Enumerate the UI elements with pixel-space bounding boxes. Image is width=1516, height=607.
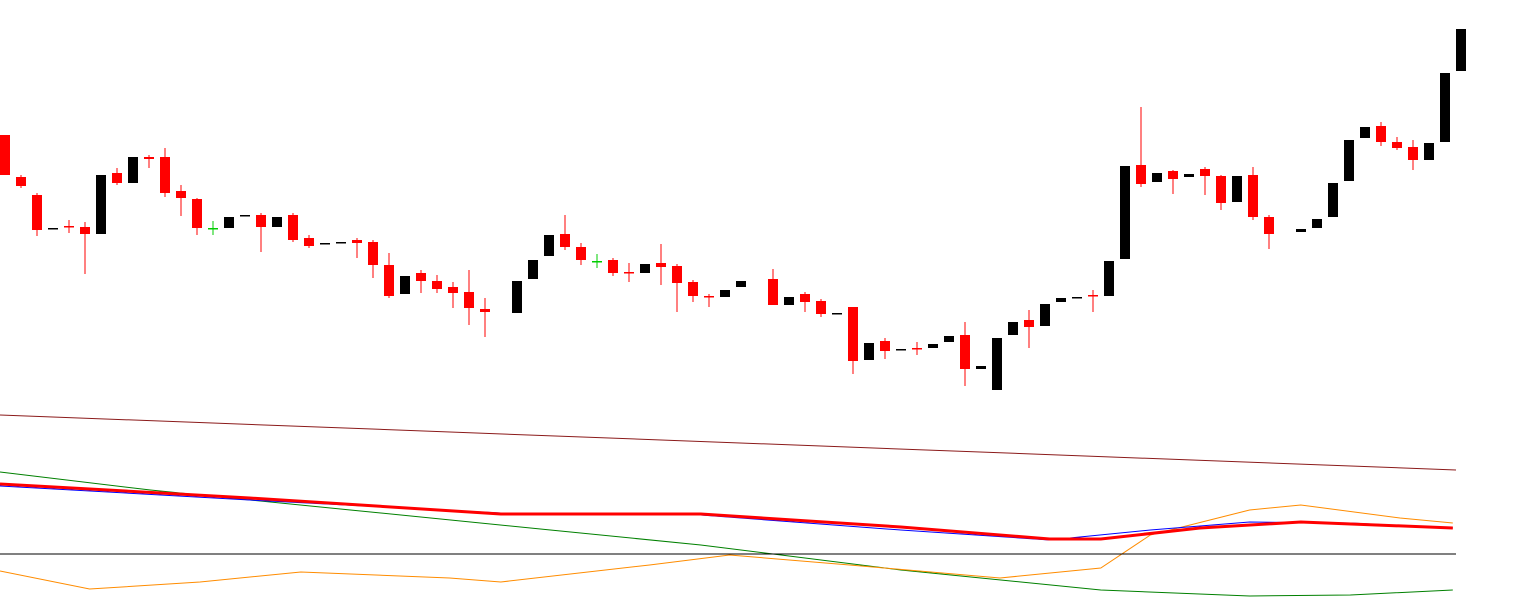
candle-body [976, 366, 986, 369]
candle-body [1392, 142, 1402, 148]
indicator-line [0, 482, 1453, 541]
candle-body [1088, 295, 1098, 297]
candle-body [1216, 176, 1226, 203]
candle-body [1072, 297, 1082, 299]
candle-body [624, 272, 634, 274]
candle-body [1424, 143, 1434, 160]
candle-body [592, 261, 602, 263]
indicator-line [0, 504, 1453, 590]
candle-body [512, 281, 522, 313]
candle-body [192, 199, 202, 228]
candle-body [960, 335, 970, 369]
candle-body [80, 227, 90, 234]
candle-body [656, 263, 666, 267]
candle-body [160, 157, 170, 193]
candle-body [1248, 175, 1258, 217]
candle-body [384, 265, 394, 296]
candle-body [288, 215, 298, 240]
candle-body [768, 279, 778, 305]
candle-body [944, 336, 954, 342]
candle-body [320, 243, 330, 245]
candle-body [432, 281, 442, 289]
candle-body [48, 228, 58, 230]
candle-body [1152, 173, 1162, 182]
candle-body [896, 349, 906, 351]
candle-body [0, 135, 10, 175]
candle-body [448, 287, 458, 293]
candle-body [544, 235, 554, 256]
candle-body [128, 157, 138, 183]
candle-body [112, 173, 122, 183]
candle-body [224, 217, 234, 228]
candle-body [560, 234, 570, 247]
candle-body [1120, 166, 1130, 259]
candle-body [1056, 298, 1066, 302]
candle-body [1040, 304, 1050, 326]
candle-body [96, 175, 106, 234]
candle-body [1104, 261, 1114, 296]
candle-body [256, 215, 266, 227]
candle-body [240, 215, 250, 217]
candle-body [928, 344, 938, 348]
candle-body [1360, 127, 1370, 138]
candle-body [1008, 322, 1018, 335]
candle-body [144, 157, 154, 159]
candle-body [800, 294, 810, 302]
candle-body [176, 191, 186, 198]
candle-body [672, 266, 682, 283]
candle-body [1328, 183, 1338, 217]
candle-body [1440, 73, 1450, 142]
candle-body [368, 242, 378, 265]
candle-body [992, 338, 1002, 390]
candle-body [1136, 165, 1146, 184]
candle-body [16, 177, 26, 186]
candle-body [1344, 140, 1354, 181]
candle-body [912, 348, 922, 350]
indicator-line [0, 471, 1453, 597]
candle-body [880, 341, 890, 351]
candle-body [208, 228, 218, 230]
candle-body [784, 297, 794, 305]
candle-body [1200, 169, 1210, 176]
candle-body [400, 276, 410, 294]
candle-body [464, 292, 474, 308]
candle-body [304, 238, 314, 246]
candle-body [1456, 29, 1466, 71]
candle-body [720, 290, 730, 297]
candle-body [848, 307, 858, 361]
candle-body [608, 260, 618, 273]
candle-body [1264, 217, 1274, 234]
candle-body [1232, 176, 1242, 202]
candle-body [1024, 320, 1034, 327]
indicator-line [0, 414, 1457, 471]
candle-body [1408, 147, 1418, 160]
candle-body [336, 242, 346, 244]
candle-body [352, 240, 362, 243]
candle-body [816, 301, 826, 314]
candle-body [1376, 126, 1386, 142]
candle-body [704, 296, 714, 298]
candle-body [736, 281, 746, 287]
candle-body [576, 247, 586, 260]
candle-body [64, 226, 74, 228]
candle-body [1296, 229, 1306, 232]
candle-body [832, 313, 842, 315]
candle-body [688, 282, 698, 296]
candle-body [416, 273, 426, 281]
candle-body [1168, 171, 1178, 179]
candle-body [480, 309, 490, 312]
candle-body [272, 217, 282, 227]
candle-body [640, 264, 650, 273]
candle-body [864, 343, 874, 360]
candle-body [528, 260, 538, 279]
candle-body [1312, 219, 1322, 228]
candle-body [1184, 174, 1194, 177]
indicator-line [0, 485, 1453, 541]
candle-body [32, 195, 42, 230]
